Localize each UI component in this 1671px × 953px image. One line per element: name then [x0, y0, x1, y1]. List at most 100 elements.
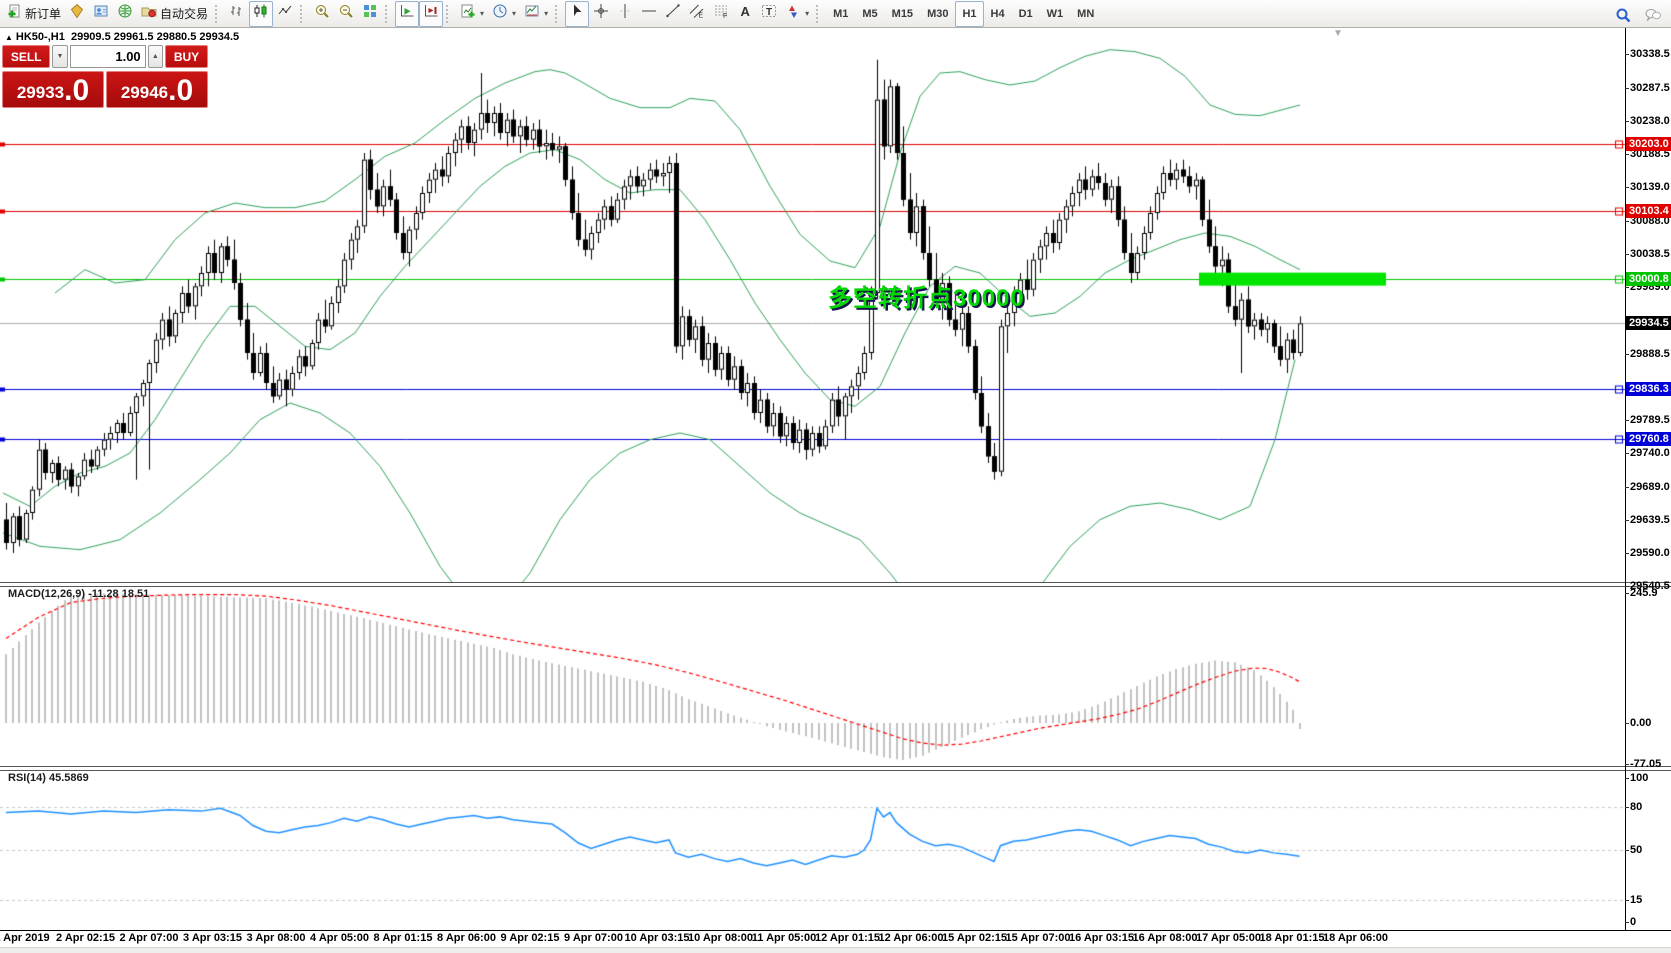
candles-icon: [253, 3, 269, 24]
zoom-in-button[interactable]: [310, 1, 334, 27]
tf-m1-button[interactable]: M1: [826, 1, 855, 27]
price-axis-tick: 100: [1624, 772, 1649, 784]
auto-scroll-button[interactable]: [395, 0, 420, 27]
horizontal-line-button[interactable]: [637, 1, 661, 27]
tf-m30-button[interactable]: M30: [920, 1, 955, 27]
pane-splitter-rsi[interactable]: [0, 766, 1671, 771]
tile-windows-button[interactable]: [358, 1, 382, 27]
buy-button[interactable]: BUY: [165, 45, 208, 68]
chevron-down-icon[interactable]: ▾: [805, 9, 810, 18]
text-button[interactable]: A: [733, 1, 757, 27]
time-axis-label: 9 Apr 02:15: [500, 932, 560, 944]
chevron-down-icon[interactable]: ▾: [512, 9, 517, 18]
chart-title: ▲ HK50-,H1 29909.5 29961.5 29880.5 29934.…: [5, 31, 239, 43]
macd-pane-canvas[interactable]: [0, 586, 1626, 766]
chart-shift-button[interactable]: [419, 0, 444, 27]
toolbar-separator: [215, 4, 221, 23]
news-button[interactable]: [113, 1, 137, 27]
auto-scroll-icon: [399, 3, 415, 24]
periods-button[interactable]: ▾: [488, 1, 520, 27]
time-axis-label: 10 Apr 03:15: [624, 932, 690, 944]
search-button[interactable]: [1611, 2, 1635, 28]
tf-h4-button[interactable]: H4: [984, 1, 1012, 27]
price-axis-tick: 30238.0: [1625, 115, 1670, 127]
indicators-button[interactable]: ▾: [456, 1, 488, 27]
volume-input[interactable]: [69, 45, 146, 68]
equidistant-channel-button[interactable]: E: [685, 1, 709, 27]
chevron-down-icon[interactable]: ▾: [480, 9, 485, 18]
vertical-line-button[interactable]: [613, 1, 637, 27]
autotrade-button[interactable]: 自动交易: [137, 1, 212, 27]
buy-price-fraction: .0: [168, 74, 194, 107]
rsi-pane-canvas[interactable]: [0, 770, 1626, 930]
volume-increase-button[interactable]: ▲: [147, 45, 164, 68]
sell-button[interactable]: SELL: [2, 45, 51, 68]
bars-button[interactable]: [225, 1, 249, 27]
arrows-icon: [785, 3, 801, 24]
toolbar-separator: [816, 4, 822, 23]
time-axis-label: 17 Apr 05:00: [1195, 932, 1262, 944]
price-axis-tick: -77.05: [1624, 757, 1662, 770]
collapse-icon[interactable]: ▲: [5, 33, 13, 42]
zoom-out-button[interactable]: [334, 1, 358, 27]
trendline-button[interactable]: [661, 1, 685, 27]
symbol-name: HK50-,H1: [15, 31, 65, 43]
cursor-icon: [569, 3, 585, 24]
fibonacci-icon: F: [713, 3, 729, 24]
tf-m15-button[interactable]: M15: [885, 1, 920, 27]
chart-text-annotation[interactable]: 多空转折点30000: [828, 285, 1025, 312]
new-order-icon: [6, 3, 22, 24]
price-axis-tick: 29789.5: [1625, 414, 1670, 426]
cursor-button[interactable]: [565, 0, 590, 27]
time-axis-label: 18 Apr 06:00: [1322, 932, 1389, 944]
text-label-button[interactable]: T: [757, 1, 781, 27]
sell-price-display[interactable]: 29933.0: [2, 71, 104, 108]
horizontal-line-icon: [641, 3, 657, 24]
level-price-label: 29836.3: [1626, 381, 1671, 396]
tf-m5-button[interactable]: M5: [855, 1, 884, 27]
tf-d1-button[interactable]: D1: [1012, 1, 1040, 27]
new-order-button[interactable]: 新订单: [2, 1, 65, 27]
candles-button[interactable]: [249, 0, 274, 27]
profile-button[interactable]: [89, 1, 113, 27]
time-axis-label: 16 Apr 03:15: [1068, 932, 1135, 944]
equidistant-channel-icon: E: [689, 3, 705, 24]
volume-decrease-button[interactable]: ▼: [52, 45, 68, 68]
time-axis-label: 18 Apr 01:15: [1259, 932, 1325, 944]
text-icon: A: [737, 3, 753, 24]
buy-price-display[interactable]: 29946.0: [106, 71, 208, 108]
autotrade-icon: [141, 3, 157, 24]
chart-list-button[interactable]: [65, 1, 89, 27]
price-axis-tick: 30338.5: [1625, 48, 1670, 60]
tf-mn-button[interactable]: MN: [1070, 1, 1101, 27]
time-axis-label: 8 Apr 06:00: [437, 932, 496, 944]
pane-splitter-macd[interactable]: [0, 582, 1671, 587]
time-axis-label: 16 Apr 08:00: [1132, 932, 1198, 944]
zoom-out-icon: [338, 3, 354, 24]
main-chart-canvas[interactable]: [0, 28, 1626, 582]
time-axis-label: 12 Apr 01:15: [814, 932, 881, 944]
arrows-button[interactable]: ▾: [781, 1, 813, 27]
crosshair-button[interactable]: [589, 1, 613, 27]
status-strip: [0, 947, 1671, 953]
text-label-icon: T: [761, 3, 777, 24]
linechart-button[interactable]: [273, 1, 297, 27]
ohlc-values: 29909.5 29961.5 29880.5 29934.5: [70, 31, 240, 43]
time-axis-border: [0, 930, 1671, 931]
autotrade-label: 自动交易: [160, 7, 209, 21]
time-axis-label: 2 Apr 07:00: [119, 932, 179, 944]
tf-d1-label: D1: [1018, 7, 1033, 20]
templates-button[interactable]: ▾: [520, 1, 552, 27]
fibonacci-button[interactable]: F: [709, 1, 733, 27]
macd-indicator-label: MACD(12,26,9) -11.28 18.51: [8, 588, 150, 600]
price-axis-tick: 29639.5: [1625, 514, 1670, 526]
chat-button[interactable]: [1641, 2, 1665, 28]
tf-w1-button[interactable]: W1: [1040, 1, 1071, 27]
time-axis-label: 3 Apr 03:15: [183, 932, 242, 944]
tf-h1-label: H1: [962, 7, 977, 20]
chevron-down-icon[interactable]: ▾: [544, 9, 549, 18]
tile-windows-icon: [362, 3, 378, 24]
tf-h1-button[interactable]: H1: [955, 0, 984, 27]
chart-shift-marker-icon[interactable]: ▼: [1333, 28, 1343, 39]
